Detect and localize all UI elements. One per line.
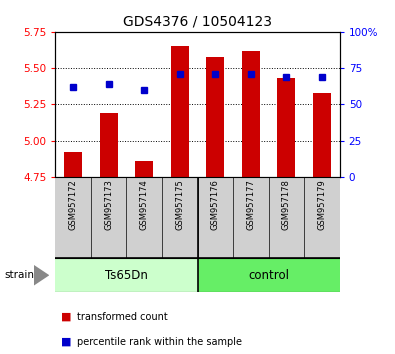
Bar (313, 93, 331, 177)
Text: GSM957173: GSM957173 (104, 179, 113, 230)
Text: Ts65Dn: Ts65Dn (105, 269, 148, 282)
Text: GDS4376 / 10504123: GDS4376 / 10504123 (123, 14, 272, 28)
Text: percentile rank within the sample: percentile rank within the sample (77, 337, 242, 347)
Bar (100, 113, 118, 177)
Text: GSM957176: GSM957176 (211, 179, 220, 230)
Polygon shape (34, 265, 49, 286)
Text: GSM957172: GSM957172 (69, 179, 77, 230)
Text: GSM957175: GSM957175 (175, 179, 184, 230)
Bar (55, 258, 198, 292)
Text: ■: ■ (61, 337, 72, 347)
Text: ■: ■ (61, 312, 72, 322)
Text: transformed count: transformed count (77, 312, 168, 322)
Text: GSM957178: GSM957178 (282, 179, 291, 230)
Text: GSM957177: GSM957177 (246, 179, 255, 230)
Bar (242, 51, 260, 177)
Text: GSM957179: GSM957179 (318, 179, 326, 230)
Text: strain: strain (4, 270, 34, 280)
Text: control: control (248, 269, 289, 282)
Bar (206, 57, 224, 177)
Text: GSM957174: GSM957174 (140, 179, 149, 230)
Bar (198, 258, 357, 292)
Bar (171, 46, 189, 177)
Bar (277, 78, 295, 177)
Bar (135, 161, 153, 177)
Bar (64, 152, 82, 177)
